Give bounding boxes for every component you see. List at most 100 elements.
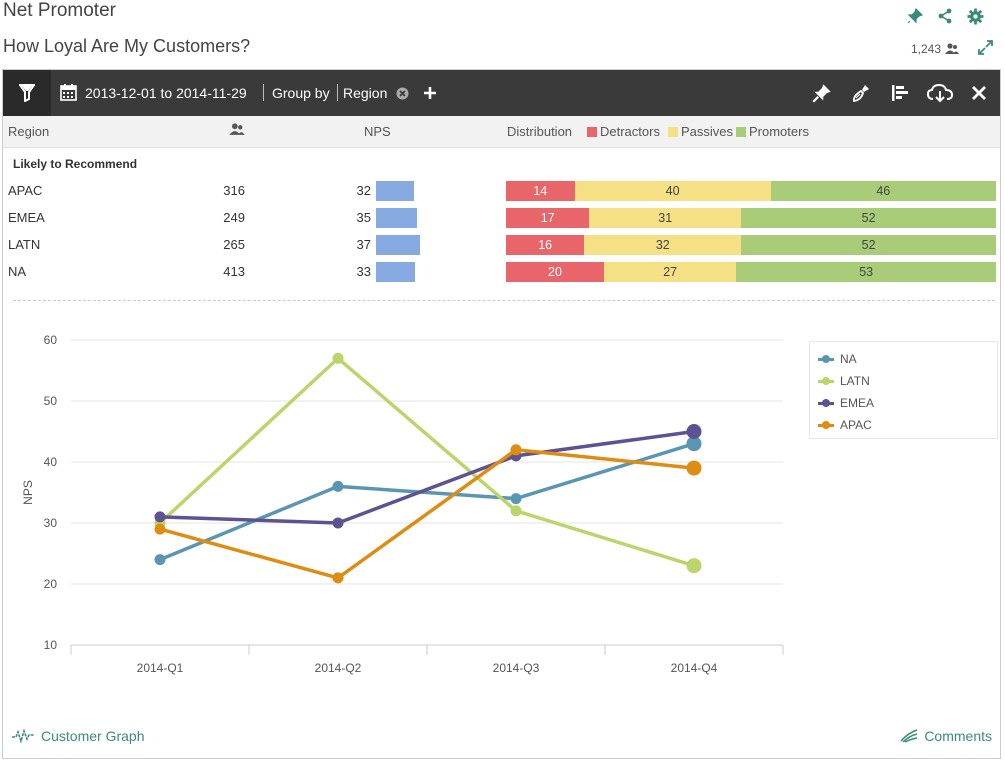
customer-graph-label: Customer Graph	[41, 728, 145, 744]
distribution-bar: 14 40 46	[506, 181, 996, 201]
column-header-distribution[interactable]: Distribution	[507, 124, 573, 139]
series-line-apac	[159, 448, 695, 580]
clear-icon[interactable]	[396, 87, 409, 100]
legend-label: LATN	[840, 374, 870, 388]
x-tick-label: 2014-Q2	[315, 661, 362, 675]
gear-icon[interactable]	[967, 8, 984, 25]
row-region: APAC	[8, 183, 43, 198]
promoters-segment[interactable]: 53	[736, 262, 996, 282]
distribution-bar: 17 31 52	[506, 208, 996, 228]
nps-line-chart: 10 20 30 40 50 60 2014-Q1 2014-Q2 2014-Q3 2014-Q4…	[21, 333, 784, 675]
detractors-segment[interactable]: 17	[506, 208, 590, 228]
broom-icon	[852, 85, 869, 103]
legend-marker	[818, 420, 834, 429]
download-button[interactable]	[926, 82, 954, 104]
pulse-icon	[12, 729, 34, 743]
expand-icon[interactable]	[978, 40, 993, 58]
chart-legend: NA LATN EMEA APAC	[809, 341, 998, 439]
clear-filters-button[interactable]	[850, 82, 872, 104]
series-line-latn	[158, 356, 695, 568]
row-count: 316	[223, 183, 245, 198]
promoters-segment[interactable]: 46	[770, 181, 996, 201]
filter-button[interactable]	[3, 70, 51, 116]
table-row[interactable]: APAC 316 32 14 40 46	[3, 180, 1000, 202]
data-point-latn	[686, 558, 702, 574]
row-nps: 32	[356, 183, 371, 198]
separator	[263, 84, 264, 101]
table-row[interactable]: NA 413 33 20 27 53	[3, 261, 1000, 283]
close-icon	[972, 86, 986, 100]
distribution-bar: 16 32 52	[506, 235, 996, 255]
legend-item-latn[interactable]: LATN	[818, 373, 870, 389]
row-nps: 35	[356, 210, 371, 225]
y-tick-label: 50	[44, 394, 58, 408]
table-row[interactable]: EMEA 249 35 17 31 52	[3, 207, 1000, 229]
x-tick-label: 2014-Q1	[137, 661, 184, 675]
pin-button[interactable]	[811, 82, 833, 104]
promoters-segment[interactable]: 52	[741, 235, 996, 255]
legend-label: NA	[840, 352, 857, 366]
data-point-na	[332, 480, 344, 492]
group-by-value[interactable]: Region	[343, 85, 388, 101]
legend-item-apac[interactable]: APAC	[818, 417, 872, 433]
respondent-count-value: 1,243	[910, 42, 941, 56]
calendar-icon[interactable]	[60, 83, 77, 101]
nps-bar	[376, 262, 415, 282]
y-tick-label: 10	[44, 638, 58, 652]
x-tick-label: 2014-Q4	[671, 661, 718, 675]
pin-icon[interactable]	[907, 7, 924, 24]
legend-label: EMEA	[840, 396, 875, 410]
passives-segment[interactable]: 40	[574, 181, 771, 201]
detractors-segment[interactable]: 16	[506, 235, 585, 255]
data-point-apac	[154, 523, 166, 535]
comments-link[interactable]: Comments	[900, 728, 992, 744]
table-row[interactable]: LATN 265 37 16 32 52	[3, 234, 1000, 256]
passives-segment[interactable]: 27	[604, 262, 737, 282]
column-header-nps[interactable]: NPS	[364, 124, 391, 139]
y-axis-label: NPS	[21, 480, 35, 505]
legend-item-na[interactable]: NA	[818, 351, 857, 367]
detractors-segment[interactable]: 14	[506, 181, 575, 201]
sort-button[interactable]	[889, 82, 911, 104]
row-count: 265	[223, 237, 245, 252]
series-line-emea	[159, 429, 695, 525]
data-point-emea	[154, 511, 166, 523]
legend-passives: Passives	[668, 124, 733, 139]
toolbar: 2013-12-01 to 2014-11-29 Group by Region	[3, 70, 1000, 116]
users-icon	[229, 123, 245, 135]
promoters-segment[interactable]: 52	[741, 208, 996, 228]
nps-bar	[376, 235, 420, 255]
data-point-latn	[332, 352, 344, 364]
comments-label: Comments	[924, 728, 992, 744]
data-point-na	[510, 493, 522, 505]
nps-widget: 2013-12-01 to 2014-11-29 Group by Region…	[2, 69, 1001, 759]
plus-icon[interactable]	[423, 86, 437, 100]
distribution-bar: 20 27 53	[506, 262, 996, 282]
legend-promoters: Promoters	[736, 124, 809, 139]
respondent-count: 1,243	[911, 42, 959, 56]
column-header-count[interactable]	[229, 123, 245, 139]
row-count: 413	[223, 264, 245, 279]
header-actions	[907, 7, 984, 25]
legend-item-emea[interactable]: EMEA	[818, 395, 874, 411]
row-region: LATN	[8, 237, 41, 252]
row-region: EMEA	[8, 210, 45, 225]
row-nps: 33	[356, 264, 371, 279]
share-icon[interactable]	[937, 8, 953, 24]
legend-detractors: Detractors	[587, 124, 660, 139]
date-range[interactable]: 2013-12-01 to 2014-11-29	[85, 85, 247, 101]
page-subtitle: How Loyal Are My Customers?	[3, 36, 251, 56]
series-line-na	[159, 442, 695, 562]
close-button[interactable]	[968, 82, 990, 104]
row-region: NA	[8, 264, 27, 279]
data-point-na	[154, 554, 166, 566]
column-header-region[interactable]: Region	[8, 124, 50, 139]
divider	[13, 300, 995, 301]
detractors-segment[interactable]: 20	[506, 262, 604, 282]
legend-passives-label: Passives	[681, 124, 734, 139]
legend-marker	[818, 398, 834, 407]
customer-graph-link[interactable]: Customer Graph	[11, 728, 144, 744]
passives-segment[interactable]: 32	[584, 235, 742, 255]
passives-segment[interactable]: 31	[589, 208, 742, 228]
filter-icon	[19, 84, 35, 102]
